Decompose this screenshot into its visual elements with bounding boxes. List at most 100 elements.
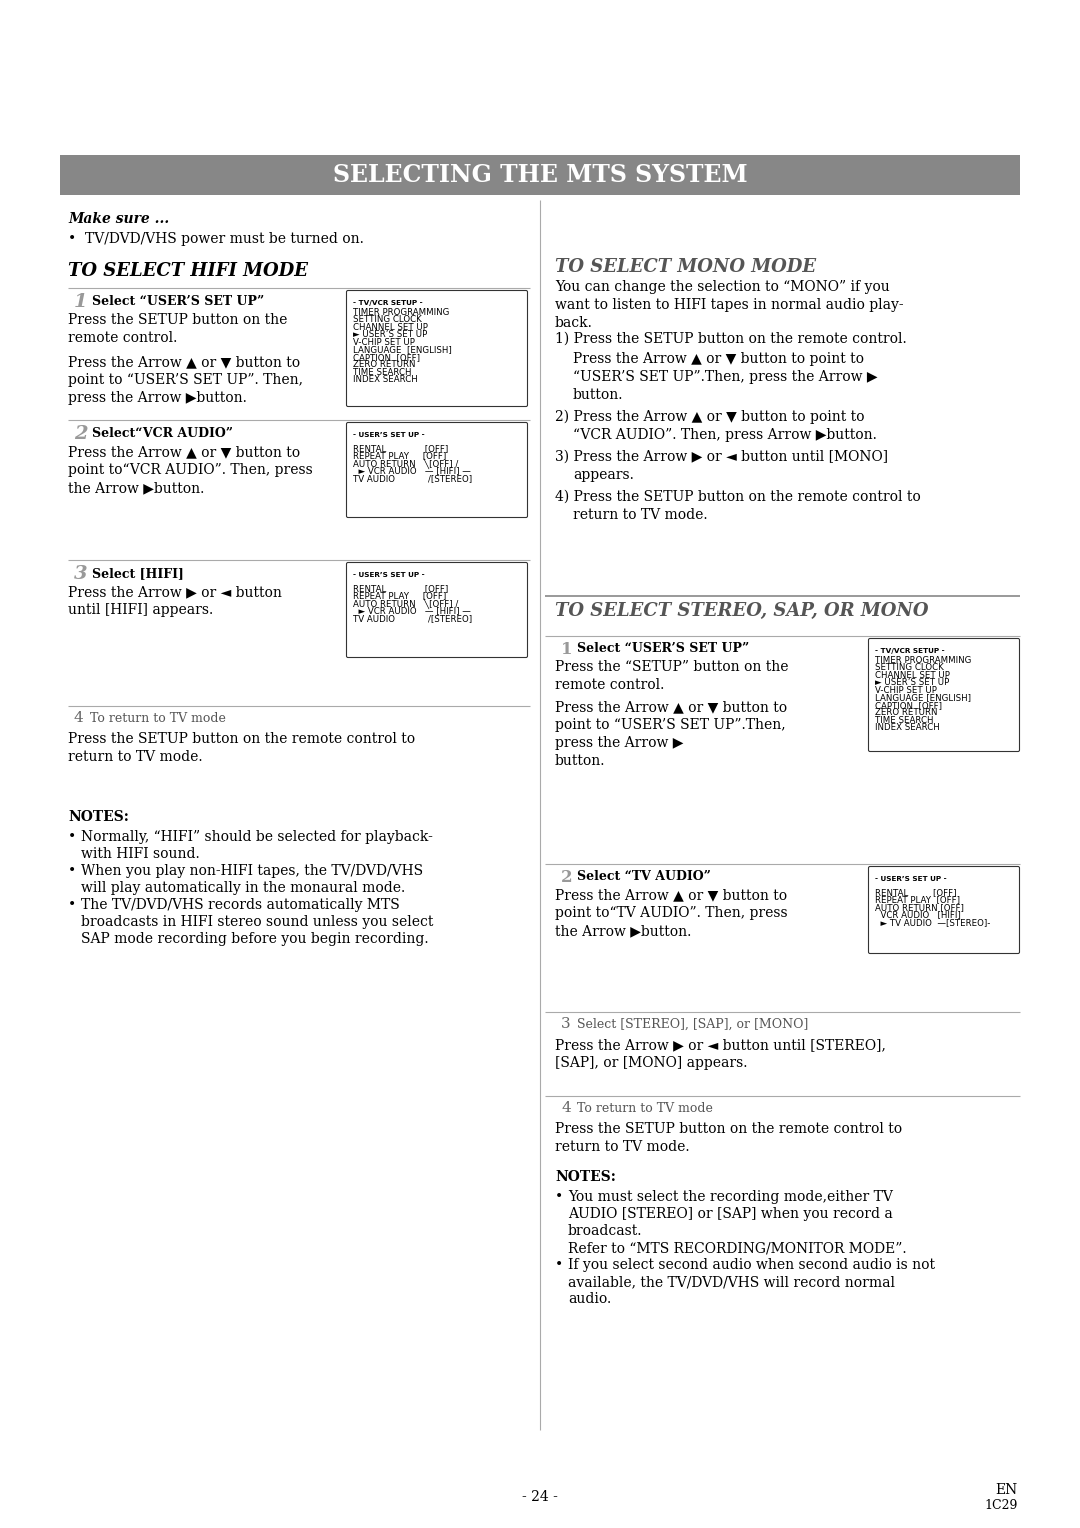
Text: TV AUDIO            /[STEREO]: TV AUDIO /[STEREO] xyxy=(353,474,472,483)
Text: Press the Arrow ▶ or ◄ button until [STEREO],: Press the Arrow ▶ or ◄ button until [STE… xyxy=(555,1038,886,1051)
Text: •: • xyxy=(68,863,77,879)
FancyBboxPatch shape xyxy=(347,423,527,518)
Text: TIMER PROGRAMMING: TIMER PROGRAMMING xyxy=(875,656,971,665)
Text: - 24 -: - 24 - xyxy=(522,1490,558,1504)
Text: 1) Press the SETUP button on the remote control.: 1) Press the SETUP button on the remote … xyxy=(555,332,907,345)
Text: Press the Arrow ▲ or ▼ button to: Press the Arrow ▲ or ▼ button to xyxy=(68,354,300,368)
Text: appears.: appears. xyxy=(573,468,634,481)
Text: the Arrow ▶button.: the Arrow ▶button. xyxy=(555,924,691,938)
Text: Press the SETUP button on the: Press the SETUP button on the xyxy=(68,313,287,327)
Text: Normally, “HIFI” should be selected for playback-: Normally, “HIFI” should be selected for … xyxy=(81,830,433,843)
Text: “USER’S SET UP”.Then, press the Arrow ▶: “USER’S SET UP”.Then, press the Arrow ▶ xyxy=(573,370,877,384)
Text: remote control.: remote control. xyxy=(68,332,177,345)
Text: ► USER’S SET UP: ► USER’S SET UP xyxy=(875,678,949,688)
Text: LANGUAGE  [ENGLISH]: LANGUAGE [ENGLISH] xyxy=(353,345,451,354)
Text: REPEAT PLAY     [OFF]: REPEAT PLAY [OFF] xyxy=(353,451,446,460)
Text: SETTING CLOCK: SETTING CLOCK xyxy=(875,663,944,672)
Text: 4: 4 xyxy=(561,1102,570,1115)
Text: •: • xyxy=(68,830,77,843)
Text: Press the Arrow ▲ or ▼ button to: Press the Arrow ▲ or ▼ button to xyxy=(68,445,300,458)
Text: AUTO RETURN [OFF]: AUTO RETURN [OFF] xyxy=(875,903,963,912)
Text: point to“TV AUDIO”. Then, press: point to“TV AUDIO”. Then, press xyxy=(555,906,787,920)
Text: - USER’S SET UP -: - USER’S SET UP - xyxy=(875,876,947,882)
Text: INDEX SEARCH: INDEX SEARCH xyxy=(875,723,940,732)
Text: TIMER PROGRAMMING: TIMER PROGRAMMING xyxy=(353,307,449,316)
Text: want to listen to HIFI tapes in normal audio play-: want to listen to HIFI tapes in normal a… xyxy=(555,298,904,312)
Text: until [HIFI] appears.: until [HIFI] appears. xyxy=(68,604,213,617)
Text: 2) Press the Arrow ▲ or ▼ button to point to: 2) Press the Arrow ▲ or ▼ button to poin… xyxy=(555,410,864,425)
Text: ► VCR AUDIO   — [HIFI] —: ► VCR AUDIO — [HIFI] — xyxy=(353,466,471,475)
Text: 2: 2 xyxy=(561,869,572,886)
Text: return to TV mode.: return to TV mode. xyxy=(573,507,707,523)
Text: REPEAT PLAY  [OFF]: REPEAT PLAY [OFF] xyxy=(875,895,960,905)
Text: Select “USER’S SET UP”: Select “USER’S SET UP” xyxy=(577,642,750,656)
Text: Select [HIFI]: Select [HIFI] xyxy=(92,567,184,581)
Text: The TV/DVD/VHS records automatically MTS: The TV/DVD/VHS records automatically MTS xyxy=(81,898,400,912)
Text: button.: button. xyxy=(555,753,606,769)
Text: NOTES:: NOTES: xyxy=(68,810,129,824)
Text: AUTO RETURN   ╲[OFF] /: AUTO RETURN ╲[OFF] / xyxy=(353,599,458,610)
Text: RENTAL         [OFF]: RENTAL [OFF] xyxy=(875,888,957,897)
Text: available, the TV/DVD/VHS will record normal: available, the TV/DVD/VHS will record no… xyxy=(568,1274,895,1290)
Text: TV AUDIO            /[STEREO]: TV AUDIO /[STEREO] xyxy=(353,614,472,623)
Text: ZERO RETURN: ZERO RETURN xyxy=(353,361,416,370)
Text: CAPTION  [OFF]: CAPTION [OFF] xyxy=(875,701,942,711)
Text: ► TV AUDIO  —[STEREO]-: ► TV AUDIO —[STEREO]- xyxy=(875,918,990,927)
Text: 3) Press the Arrow ▶ or ◄ button until [MONO]: 3) Press the Arrow ▶ or ◄ button until [… xyxy=(555,451,888,465)
Text: SAP mode recording before you begin recording.: SAP mode recording before you begin reco… xyxy=(81,932,429,946)
Text: When you play non-HIFI tapes, the TV/DVD/VHS: When you play non-HIFI tapes, the TV/DVD… xyxy=(81,863,423,879)
Text: 1: 1 xyxy=(75,293,87,312)
Text: RENTAL              [OFF]: RENTAL [OFF] xyxy=(353,584,448,593)
Bar xyxy=(60,154,1020,196)
Text: REPEAT PLAY     [OFF]: REPEAT PLAY [OFF] xyxy=(353,591,446,601)
Text: ZERO RETURN: ZERO RETURN xyxy=(875,709,937,717)
Text: Press the Arrow ▶ or ◄ button: Press the Arrow ▶ or ◄ button xyxy=(68,585,282,599)
Text: To return to TV mode: To return to TV mode xyxy=(577,1102,713,1115)
Text: 3: 3 xyxy=(561,1018,570,1031)
Text: Select “TV AUDIO”: Select “TV AUDIO” xyxy=(577,869,711,883)
Text: •: • xyxy=(68,898,77,912)
Text: CHANNEL SET UP: CHANNEL SET UP xyxy=(875,671,950,680)
Text: TIME SEARCH: TIME SEARCH xyxy=(875,715,933,724)
Text: LANGUAGE [ENGLISH]: LANGUAGE [ENGLISH] xyxy=(875,694,971,703)
Text: RENTAL              [OFF]: RENTAL [OFF] xyxy=(353,443,448,452)
Text: “VCR AUDIO”. Then, press Arrow ▶button.: “VCR AUDIO”. Then, press Arrow ▶button. xyxy=(573,428,877,442)
Text: Make sure ...: Make sure ... xyxy=(68,212,170,226)
Text: point to “USER’S SET UP”.Then,: point to “USER’S SET UP”.Then, xyxy=(555,718,785,732)
Text: Select“VCR AUDIO”: Select“VCR AUDIO” xyxy=(92,426,233,440)
Text: broadcasts in HIFI stereo sound unless you select: broadcasts in HIFI stereo sound unless y… xyxy=(81,915,433,929)
Text: point to “USER’S SET UP”. Then,: point to “USER’S SET UP”. Then, xyxy=(68,373,303,387)
Text: Press the Arrow ▲ or ▼ button to point to: Press the Arrow ▲ or ▼ button to point t… xyxy=(573,351,864,367)
Text: - TV/VCR SETUP -: - TV/VCR SETUP - xyxy=(353,299,422,306)
Text: EN: EN xyxy=(996,1484,1018,1497)
Text: Press the Arrow ▲ or ▼ button to: Press the Arrow ▲ or ▼ button to xyxy=(555,700,787,714)
Text: Press the Arrow ▲ or ▼ button to: Press the Arrow ▲ or ▼ button to xyxy=(555,888,787,902)
FancyBboxPatch shape xyxy=(868,866,1020,953)
Text: V-CHIP SET UP: V-CHIP SET UP xyxy=(353,338,415,347)
Text: will play automatically in the monaural mode.: will play automatically in the monaural … xyxy=(81,882,405,895)
Text: TIME SEARCH: TIME SEARCH xyxy=(353,368,411,377)
Text: back.: back. xyxy=(555,316,593,330)
Text: button.: button. xyxy=(573,388,623,402)
Text: - USER’S SET UP -: - USER’S SET UP - xyxy=(353,432,424,439)
Text: TO SELECT HIFI MODE: TO SELECT HIFI MODE xyxy=(68,261,308,280)
Text: INDEX SEARCH: INDEX SEARCH xyxy=(353,376,418,385)
FancyBboxPatch shape xyxy=(347,290,527,406)
Text: VCR AUDIO   [HIFI]: VCR AUDIO [HIFI] xyxy=(875,911,961,920)
Text: press the Arrow ▶: press the Arrow ▶ xyxy=(555,736,684,750)
Text: [SAP], or [MONO] appears.: [SAP], or [MONO] appears. xyxy=(555,1056,747,1070)
Text: 4: 4 xyxy=(75,711,84,724)
Text: 2: 2 xyxy=(75,425,87,443)
Text: You must select the recording mode,either TV: You must select the recording mode,eithe… xyxy=(568,1190,893,1204)
Text: ► USER’S SET UP: ► USER’S SET UP xyxy=(353,330,428,339)
Text: If you select second audio when second audio is not: If you select second audio when second a… xyxy=(568,1258,935,1271)
Text: Press the SETUP button on the remote control to: Press the SETUP button on the remote con… xyxy=(555,1122,902,1135)
Text: CAPTION  [OFF]: CAPTION [OFF] xyxy=(353,353,420,362)
Text: return to TV mode.: return to TV mode. xyxy=(555,1140,690,1154)
Text: broadcast.: broadcast. xyxy=(568,1224,643,1238)
Text: 4) Press the SETUP button on the remote control to: 4) Press the SETUP button on the remote … xyxy=(555,490,921,504)
Text: ► VCR AUDIO   — [HIFI] —: ► VCR AUDIO — [HIFI] — xyxy=(353,607,471,616)
FancyBboxPatch shape xyxy=(868,639,1020,752)
Text: CHANNEL SET UP: CHANNEL SET UP xyxy=(353,322,428,332)
Text: SETTING CLOCK: SETTING CLOCK xyxy=(353,315,422,324)
